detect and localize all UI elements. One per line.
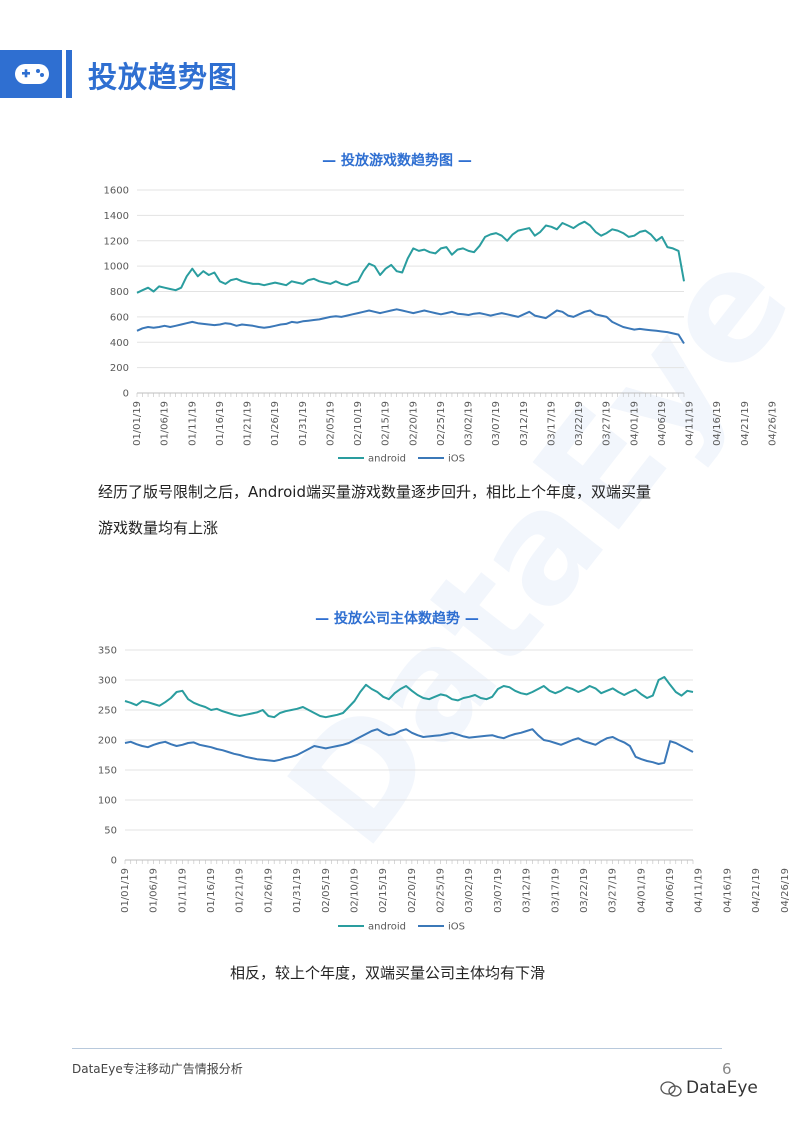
y-tick-label: 200 bbox=[98, 736, 117, 747]
y-tick-label: 1200 bbox=[104, 236, 129, 247]
footer-line bbox=[72, 1048, 722, 1049]
x-tick-label: 02/10/19 bbox=[349, 868, 360, 913]
y-tick-label: 300 bbox=[98, 676, 117, 687]
x-tick-label: 02/20/19 bbox=[408, 401, 419, 446]
x-tick-label: 03/22/19 bbox=[574, 401, 585, 446]
chart1-title: — 投放游戏数趋势图 — bbox=[322, 153, 472, 169]
y-tick-label: 100 bbox=[98, 796, 117, 807]
x-tick-label: 02/25/19 bbox=[436, 868, 447, 913]
chart2-title: — 投放公司主体数趋势 — bbox=[315, 611, 479, 627]
x-tick-label: 03/12/19 bbox=[519, 401, 530, 446]
x-tick-label: 04/16/19 bbox=[712, 401, 723, 446]
x-tick-label: 04/16/19 bbox=[722, 868, 733, 913]
y-tick-label: 200 bbox=[110, 363, 129, 374]
y-tick-label: 600 bbox=[110, 312, 129, 323]
x-tick-label: 03/07/19 bbox=[493, 868, 504, 913]
y-tick-label: 1400 bbox=[104, 211, 129, 222]
x-tick-label: 02/15/19 bbox=[378, 868, 389, 913]
x-tick-label: 02/10/19 bbox=[353, 401, 364, 446]
x-tick-label: 01/06/19 bbox=[149, 868, 160, 913]
x-tick-label: 02/20/19 bbox=[407, 868, 418, 913]
x-tick-label: 04/21/19 bbox=[740, 401, 751, 446]
x-tick-label: 01/31/19 bbox=[292, 868, 303, 913]
y-tick-label: 1000 bbox=[104, 262, 129, 273]
x-tick-label: 01/31/19 bbox=[298, 401, 309, 446]
header-accent bbox=[66, 50, 72, 98]
series-line-android bbox=[136, 220, 685, 294]
y-tick-label: 800 bbox=[110, 287, 129, 298]
y-tick-label: 0 bbox=[111, 856, 117, 867]
x-tick-label: 04/06/19 bbox=[657, 401, 668, 446]
x-tick-label: 04/26/19 bbox=[780, 868, 791, 913]
x-tick-label: 01/01/19 bbox=[120, 868, 131, 913]
x-tick-label: 04/06/19 bbox=[665, 868, 676, 913]
x-tick-label: 01/26/19 bbox=[263, 868, 274, 913]
x-tick-label: 03/02/19 bbox=[464, 868, 475, 913]
x-tick-label: 03/07/19 bbox=[491, 401, 502, 446]
page-number: 6 bbox=[722, 1060, 732, 1078]
brand-name: DataEye bbox=[686, 1078, 758, 1098]
y-tick-label: 150 bbox=[98, 766, 117, 777]
x-tick-label: 03/22/19 bbox=[579, 868, 590, 913]
x-tick-label: 03/17/19 bbox=[550, 868, 561, 913]
x-tick-label: 04/21/19 bbox=[751, 868, 762, 913]
series-line-ios bbox=[124, 728, 694, 765]
y-tick-label: 400 bbox=[110, 338, 129, 349]
brand-logo: DataEye bbox=[660, 1078, 758, 1098]
x-tick-label: 01/21/19 bbox=[235, 868, 246, 913]
x-tick-label: 02/05/19 bbox=[325, 401, 336, 446]
legend-label-android: android bbox=[368, 454, 406, 465]
x-tick-label: 01/26/19 bbox=[270, 401, 281, 446]
x-tick-label: 03/02/19 bbox=[464, 401, 475, 446]
y-tick-label: 50 bbox=[104, 826, 117, 837]
legend-label-ios: iOS bbox=[448, 454, 465, 465]
chart1-paragraph-line1: 经历了版号限制之后，Android端买量游戏数量逐步回升，相比上个年度，双端买量 bbox=[98, 483, 651, 501]
x-tick-label: 01/06/19 bbox=[160, 401, 171, 446]
x-tick-label: 03/17/19 bbox=[546, 401, 557, 446]
y-tick-label: 350 bbox=[98, 646, 117, 657]
chart2-companies-trend: 0 50 100 150 200 250 300 350 01/01/19 01/06/19 01/… bbox=[98, 646, 791, 933]
wechat-icon bbox=[660, 1081, 682, 1097]
x-tick-label: 01/01/19 bbox=[132, 401, 143, 446]
legend-label-ios: iOS bbox=[448, 922, 465, 933]
series-line-android bbox=[124, 676, 694, 719]
x-tick-label: 01/16/19 bbox=[215, 401, 226, 446]
series-line-ios bbox=[136, 308, 685, 345]
x-tick-label: 04/11/19 bbox=[685, 401, 696, 446]
x-tick-label: 01/11/19 bbox=[187, 401, 198, 446]
x-tick-label: 01/16/19 bbox=[206, 868, 217, 913]
x-tick-label: 04/26/19 bbox=[767, 401, 778, 446]
gamepad-icon bbox=[15, 64, 49, 84]
x-tick-label: 03/12/19 bbox=[522, 868, 533, 913]
x-tick-label: 04/11/19 bbox=[694, 868, 705, 913]
x-tick-label: 04/01/19 bbox=[636, 868, 647, 913]
x-tick-label: 02/05/19 bbox=[321, 868, 332, 913]
y-tick-label: 0 bbox=[123, 389, 129, 400]
y-tick-label: 1600 bbox=[104, 186, 129, 197]
chart1-paragraph-line2: 游戏数量均有上涨 bbox=[98, 519, 219, 537]
page-title: 投放趋势图 bbox=[88, 60, 239, 94]
x-tick-label: 02/25/19 bbox=[436, 401, 447, 446]
chart1-games-trend: 0 200 400 600 800 1000 1200 1400 1600 01/01/19 01/… bbox=[104, 186, 779, 465]
x-tick-label: 03/27/19 bbox=[602, 401, 613, 446]
x-tick-label: 02/15/19 bbox=[381, 401, 392, 446]
y-tick-label: 250 bbox=[98, 706, 117, 717]
x-tick-label: 01/11/19 bbox=[177, 868, 188, 913]
x-tick-label: 01/21/19 bbox=[243, 401, 254, 446]
chart2-paragraph: 相反，较上个年度，双端买量公司主体均有下滑 bbox=[230, 964, 546, 982]
x-tick-label: 03/27/19 bbox=[608, 868, 619, 913]
x-tick-label: 04/01/19 bbox=[629, 401, 640, 446]
footer-text: DataEye专注移动广告情报分析 bbox=[72, 1062, 243, 1076]
legend-label-android: android bbox=[368, 922, 406, 933]
